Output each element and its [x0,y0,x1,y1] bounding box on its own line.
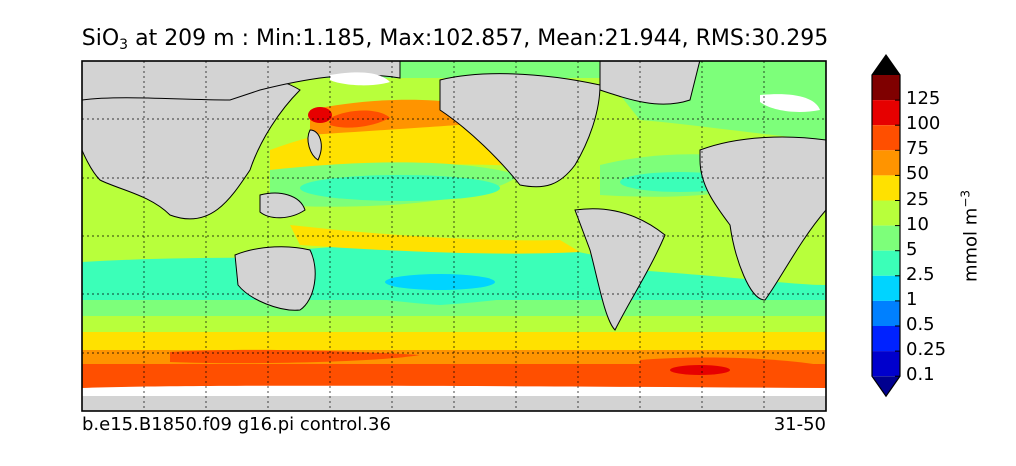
colorbar-tick-label: 100 [906,113,941,135]
colorbar-segment [872,326,900,352]
colorbar-unit-label: mmol m−3 [958,189,982,283]
colorbar-over-arrow [872,55,900,75]
colorbar-segment [872,225,900,251]
australia-land [234,246,316,311]
weddell-max-100-125 [670,365,730,375]
colorbar-tick-label: 0.25 [906,339,947,361]
colorbar-segment [872,125,900,151]
okhotsk-high-75-100 [330,110,390,128]
chart-title: SiO3 at 209 m : Min:1.185, Max:102.857, … [0,26,910,53]
weddell-sector-high [640,357,820,388]
colorbar-tick-label: 10 [906,213,929,235]
colorbar-segment [872,300,900,326]
map-frame [81,60,827,412]
equatorial-upwelling-25-50 [290,225,580,254]
colorbar-tick-label: 2.5 [906,263,935,285]
colorbar-segment [872,100,900,126]
africa-land [699,136,826,301]
colorbar-tick-label: 25 [906,188,929,210]
southern-ocean-band-25-50 [82,330,826,350]
colorbar-under-arrow [872,376,900,397]
maritime-continent-land [259,192,306,219]
title-species-subscript: 3 [119,37,129,53]
colorbar-tick-label: 1 [906,288,918,310]
colorbar-tick-label: 50 [906,163,929,185]
sea-ice [82,72,826,396]
graticule [82,61,826,411]
colorbar-segment [872,150,900,176]
okhotsk-max-100-125 [308,107,332,123]
colorbar-segment [872,275,900,301]
colorbar-tick-label: 75 [906,138,929,160]
run-name-label: b.e15.B1850.f09 g16.pi control.36 [82,414,391,435]
title-species: SiO [81,26,120,51]
japan-land [307,129,322,161]
colorbar-tick-label: 125 [906,88,941,110]
north-america-land [439,73,601,188]
colorbar-tick-label: 5 [906,238,918,260]
greenland-land [599,61,701,105]
title-stats: at 209 m : Min:1.185, Max:102.857, Mean:… [128,26,829,51]
colorbar-segment [872,250,900,276]
colorbar-tick-label: 0.1 [906,364,935,386]
colorbar-segment [872,75,900,101]
map-panel [82,61,826,411]
south-pacific-gyre-2_5 [250,243,640,305]
south-america-land [574,208,666,331]
colorbar [871,53,901,398]
north-pacific-gyre-2_5-5 [300,175,500,201]
colorbar-segment [872,200,900,226]
south-pacific-gyre-core [385,274,495,290]
years-label: 31-50 [773,414,826,435]
colorbar-segment [872,351,900,377]
colorbar-segment [872,175,900,201]
colorbar-tick-label: 0.5 [906,314,935,335]
